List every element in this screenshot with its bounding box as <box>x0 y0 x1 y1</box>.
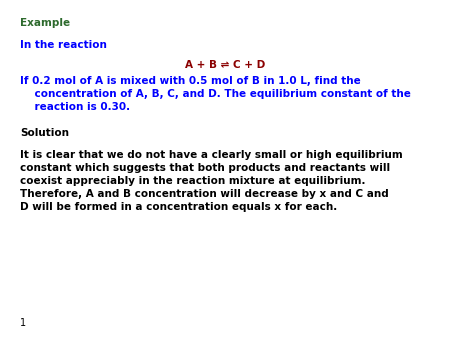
Text: Solution: Solution <box>20 128 69 138</box>
Text: Example: Example <box>20 18 70 28</box>
Text: 1: 1 <box>20 318 26 328</box>
Text: Therefore, A and B concentration will decrease by x and C and: Therefore, A and B concentration will de… <box>20 189 389 199</box>
Text: In the reaction: In the reaction <box>20 40 107 50</box>
Text: If 0.2 mol of A is mixed with 0.5 mol of B in 1.0 L, find the: If 0.2 mol of A is mixed with 0.5 mol of… <box>20 76 361 86</box>
Text: constant which suggests that both products and reactants will: constant which suggests that both produc… <box>20 163 390 173</box>
Text: concentration of A, B, C, and D. The equilibrium constant of the: concentration of A, B, C, and D. The equ… <box>20 89 411 99</box>
Text: D will be formed in a concentration equals x for each.: D will be formed in a concentration equa… <box>20 202 337 212</box>
Text: coexist appreciably in the reaction mixture at equilibrium.: coexist appreciably in the reaction mixt… <box>20 176 365 186</box>
Text: It is clear that we do not have a clearly small or high equilibrium: It is clear that we do not have a clearl… <box>20 150 403 160</box>
Text: A + B ⇌ C + D: A + B ⇌ C + D <box>185 60 265 70</box>
Text: reaction is 0.30.: reaction is 0.30. <box>20 102 130 112</box>
